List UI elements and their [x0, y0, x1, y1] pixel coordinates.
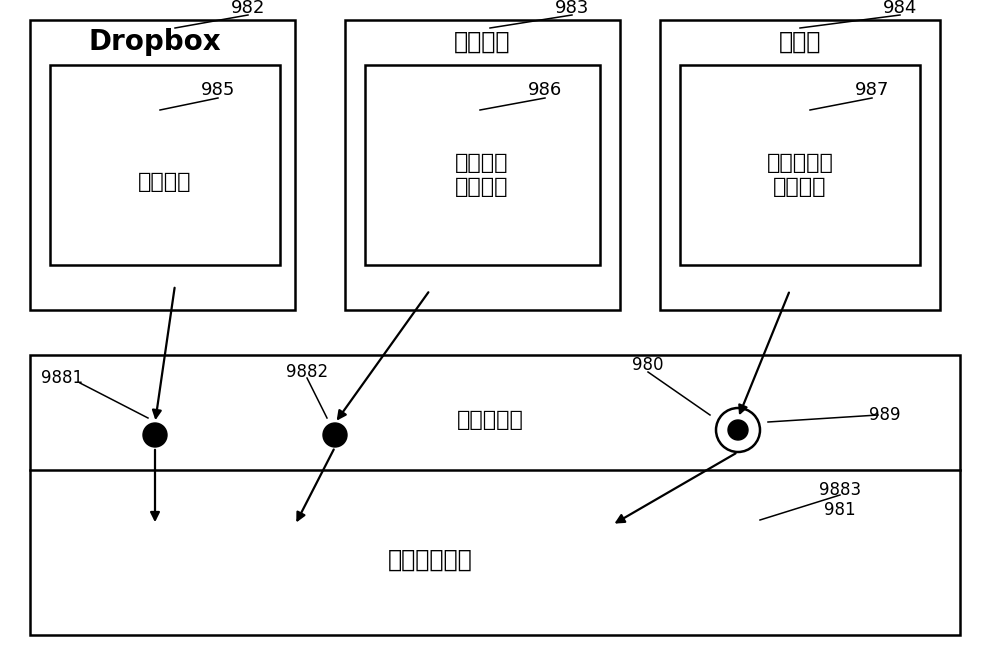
Text: 984: 984: [883, 0, 917, 17]
Bar: [30, 20, 295, 310]
Text: 985: 985: [201, 81, 235, 99]
Circle shape: [323, 423, 347, 447]
Text: Dropbox: Dropbox: [89, 28, 221, 56]
Text: 987: 987: [855, 81, 889, 99]
Text: 9881: 9881: [41, 369, 83, 387]
Text: 可兼容的
原始工具: 可兼容的 原始工具: [455, 153, 509, 197]
Circle shape: [716, 408, 760, 452]
Text: 9882: 9882: [286, 363, 328, 381]
Circle shape: [143, 423, 167, 447]
Text: 原始信息: 原始信息: [138, 172, 192, 192]
Text: 统一化脚本: 统一化脚本: [457, 410, 523, 430]
Bar: [50, 65, 280, 265]
Bar: [365, 65, 600, 265]
Bar: [680, 65, 920, 265]
Bar: [660, 20, 940, 310]
Text: 个人工作空间: 个人工作空间: [388, 548, 472, 572]
Circle shape: [728, 420, 748, 440]
Text: 986: 986: [528, 81, 562, 99]
Text: 9883: 9883: [819, 481, 861, 499]
Text: 980: 980: [632, 356, 664, 374]
Text: 989: 989: [869, 406, 901, 424]
Text: 服务器: 服务器: [779, 30, 821, 54]
Bar: [345, 20, 620, 310]
Bar: [30, 355, 960, 635]
Text: 983: 983: [555, 0, 589, 17]
Text: 982: 982: [231, 0, 265, 17]
Text: 不可兼容的
原始工具: 不可兼容的 原始工具: [767, 153, 833, 197]
Text: 云端硬盘: 云端硬盘: [454, 30, 510, 54]
Text: 981: 981: [824, 501, 856, 519]
